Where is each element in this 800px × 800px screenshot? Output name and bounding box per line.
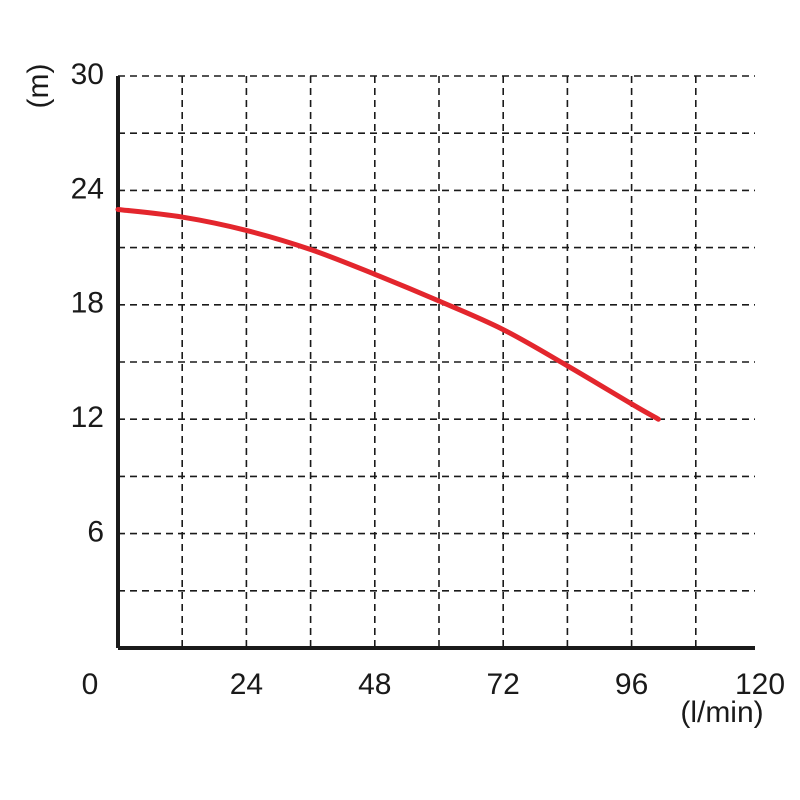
series-line	[115, 206, 661, 422]
x-tick-label: 0	[82, 668, 99, 701]
tick-labels: 6 12 18 24 30 0 24 48 72 96 120	[71, 58, 785, 701]
y-tick-label: 18	[71, 287, 104, 320]
series	[115, 206, 661, 422]
y-tick-label: 12	[71, 401, 104, 434]
y-axis-title: (m)	[22, 64, 55, 109]
x-tick-label: 72	[487, 668, 520, 701]
axes	[116, 76, 755, 650]
x-tick-label: 24	[230, 668, 263, 701]
x-axis-title: (l/min)	[680, 696, 763, 729]
y-tick-label: 24	[71, 172, 104, 205]
grid	[118, 75, 755, 648]
y-tick-label: 30	[71, 58, 104, 91]
x-tick-label: 96	[615, 668, 648, 701]
y-tick-label: 6	[87, 516, 104, 549]
x-tick-label: 120	[735, 668, 785, 701]
x-tick-label: 48	[358, 668, 391, 701]
